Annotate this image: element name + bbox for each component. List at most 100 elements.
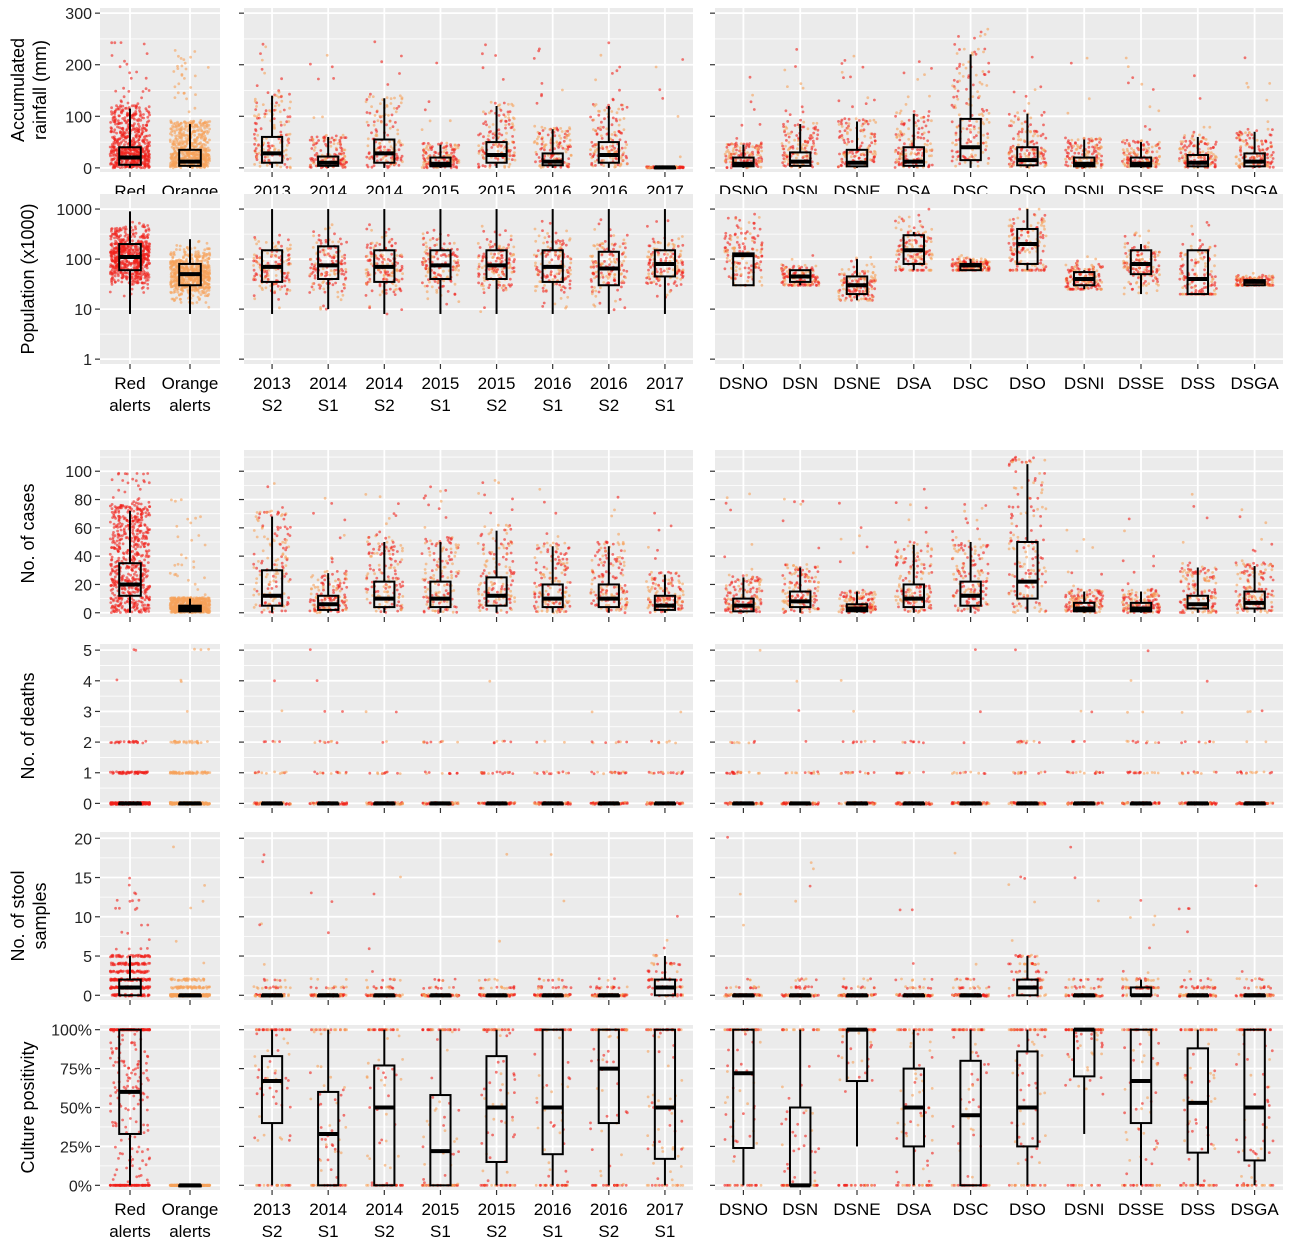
data-point — [787, 135, 791, 139]
data-point — [590, 156, 594, 160]
data-point — [257, 113, 261, 116]
data-point — [816, 133, 820, 137]
data-point — [141, 225, 145, 228]
data-point — [795, 134, 799, 137]
data-point — [793, 138, 796, 142]
data-point — [139, 277, 143, 281]
data-point — [204, 136, 208, 140]
data-point — [420, 128, 424, 132]
data-point — [375, 134, 379, 138]
data-point — [183, 61, 187, 65]
data-point — [387, 114, 390, 117]
data-point — [814, 127, 817, 131]
data-point — [112, 130, 116, 134]
data-point — [1123, 164, 1127, 168]
data-point — [796, 147, 799, 151]
data-point — [793, 124, 797, 127]
data-point — [565, 136, 568, 140]
data-point — [275, 101, 278, 105]
data-point — [119, 110, 123, 114]
data-point — [313, 146, 317, 149]
data-point — [390, 113, 394, 117]
data-point — [1094, 150, 1098, 153]
data-point — [559, 144, 563, 148]
data-point — [1234, 162, 1238, 166]
data-point — [916, 119, 920, 123]
data-point — [893, 166, 897, 169]
data-point — [498, 132, 501, 136]
data-point — [448, 119, 452, 123]
data-point — [477, 166, 480, 169]
data-point — [496, 149, 500, 153]
data-point — [199, 127, 202, 130]
data-point — [1097, 147, 1101, 151]
data-point — [539, 147, 543, 151]
data-point — [1024, 94, 1028, 98]
data-point — [109, 237, 113, 241]
data-point — [1245, 81, 1249, 85]
data-point — [1009, 157, 1012, 161]
data-point — [140, 132, 144, 136]
data-point — [114, 122, 117, 126]
data-point — [1011, 146, 1014, 149]
data-point — [532, 57, 536, 60]
data-point — [595, 142, 598, 146]
y-tick-label: 10 — [74, 302, 92, 319]
data-point — [589, 152, 592, 156]
data-point — [747, 145, 751, 149]
data-point — [851, 152, 855, 155]
data-point — [422, 163, 425, 167]
data-point — [185, 97, 189, 101]
data-point — [113, 236, 116, 240]
data-point — [1252, 156, 1256, 160]
data-point — [261, 42, 265, 46]
data-point — [115, 131, 118, 135]
data-point — [1039, 134, 1043, 138]
data-point — [368, 156, 372, 160]
data-point — [427, 148, 430, 152]
data-point — [207, 156, 211, 160]
data-point — [1073, 151, 1077, 155]
data-point — [450, 148, 454, 152]
data-point — [317, 139, 320, 142]
data-point — [174, 124, 178, 127]
data-point — [202, 142, 206, 146]
data-point — [1142, 148, 1145, 152]
data-point — [115, 104, 118, 108]
data-point — [187, 110, 191, 114]
data-point — [846, 126, 850, 130]
data-point — [625, 105, 629, 109]
data-point — [541, 140, 545, 144]
data-point — [610, 110, 614, 113]
data-point — [1256, 154, 1260, 158]
data-point — [283, 123, 286, 127]
data-point — [122, 95, 126, 99]
data-point — [873, 139, 877, 143]
data-point — [260, 58, 264, 62]
data-point — [125, 260, 129, 264]
data-point — [383, 145, 386, 149]
data-point — [177, 82, 181, 86]
data-point — [874, 121, 878, 124]
data-point — [266, 141, 270, 145]
data-point — [373, 40, 377, 44]
data-point — [985, 144, 988, 148]
data-point — [126, 101, 130, 105]
data-point — [956, 150, 960, 154]
data-point — [1178, 157, 1181, 160]
data-point — [621, 107, 624, 111]
data-point — [1156, 159, 1159, 163]
data-point — [179, 301, 183, 304]
data-point — [787, 140, 791, 144]
data-point — [956, 89, 960, 93]
data-point — [1127, 163, 1130, 167]
data-point — [498, 103, 502, 107]
data-point — [859, 144, 863, 148]
data-point — [171, 124, 175, 128]
data-point — [379, 158, 383, 162]
data-point — [873, 132, 877, 136]
data-point — [113, 135, 116, 139]
data-point — [124, 148, 127, 152]
data-point — [121, 165, 124, 169]
data-point — [117, 121, 121, 125]
